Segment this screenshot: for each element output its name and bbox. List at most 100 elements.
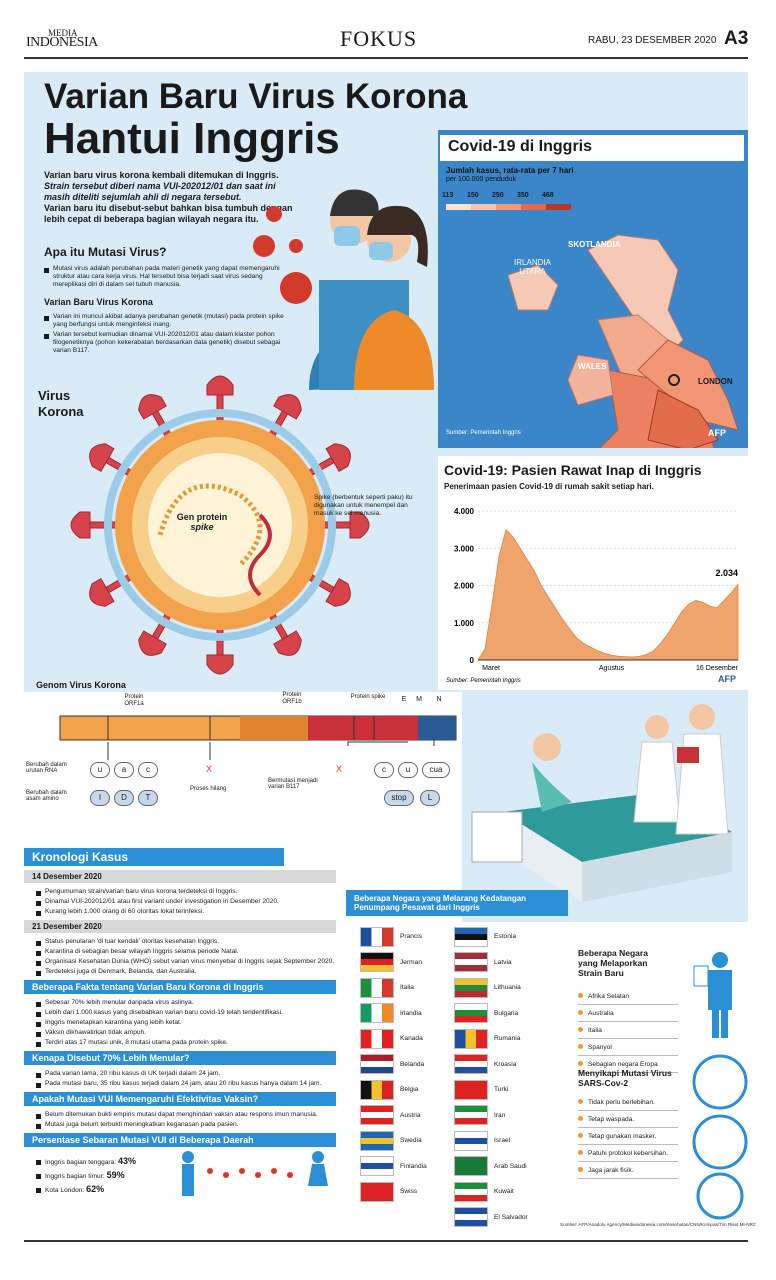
intro-text: Varian baru itu disebut-sebut bahkan bis… [44,203,293,224]
bullet: Mutasi juga belum terbukti meningkatkan … [36,1121,336,1129]
country: Arab Saudi [494,1162,527,1170]
flag [360,1105,394,1126]
spread-value: 43% [117,1156,136,1166]
bullet: Lebih dari 1.000 kasus yang disebabkan v… [36,1009,336,1017]
country-row: Austria [360,1103,452,1129]
flag [360,1054,394,1075]
source: Sumber: Pemerintah Inggris [446,430,521,436]
genome [59,715,457,760]
code-box: T [138,790,158,806]
flag [360,977,394,998]
bullet: Italia [578,1024,678,1039]
credit: AFP [708,428,726,438]
country-row: Israel [454,1128,564,1154]
intro: Varian baru virus korona kembali ditemuk… [44,170,294,225]
map-title: Covid-19 di Inggris [440,135,744,161]
country-row: Kroasia [454,1052,564,1078]
legend-swatch [521,204,546,210]
bullet: Karantina di sebagian besar wilayah Ingg… [36,948,336,956]
country-row: Kanada [360,1026,452,1052]
bullet: Terdeteksi juga di Denmark, Belanda, dan… [36,968,336,976]
bans-right: Estonia Latvia Lithuania Bulgaria Rumania Kro… [454,924,564,1230]
flag [360,1028,394,1049]
legend-swatch [496,204,521,210]
date-heading: 14 Desember 2020 [24,870,336,883]
rule [24,57,748,59]
mutated-label: Bermutasi menjadi varian B117 [268,778,318,790]
map-place: LONDON [698,377,733,386]
flag [454,1130,488,1151]
bullet-list: Pada varian lama, 20 ribu kasus di UK te… [24,1065,336,1088]
flag [360,1079,394,1100]
flag [454,1079,488,1100]
x-tick-label: 16 Desember [696,665,739,672]
country: Israel [494,1137,511,1145]
bullet: Pengumuman strain/varian baru virus koro… [36,888,336,896]
flag [360,1181,394,1202]
flag [360,1130,394,1151]
country: Iran [494,1111,506,1119]
amino-label: Berubah dalam asam amino [26,790,67,802]
y-tick-label: 3.000 [454,544,475,553]
country: Belgia [400,1086,419,1094]
spike-note: Spike (berbentuk seperti paku) itu digun… [314,494,413,517]
country-row: Lithuania [454,975,564,1001]
page-number: A3 [724,28,749,49]
map-place: SKOTLANDIA [568,240,621,249]
intro-text: Varian baru virus korona kembali ditemuk… [44,170,279,180]
y-tick-label: 4.000 [454,507,475,516]
bullet: Kurang lebih 1.000 orang di 60 otoritas … [36,908,336,916]
flag [454,1181,488,1202]
bullet: Status penularan 'di luar kendali' otori… [36,938,336,946]
country: Kuwait [494,1188,514,1196]
country-row: Belgia [360,1077,452,1103]
bullet: Jaga jarak fisik. [578,1164,678,1179]
title: Hantui Inggris [44,114,340,163]
response-list: Tidak perlu berlebihan. Tetap waspada. Tet… [578,1094,678,1181]
intro-text: Strain tersebut diberi nama VUI-202012/0… [44,181,276,202]
country-row: El Salvador [454,1205,564,1231]
flag [360,952,394,973]
legend-label: 150 [467,192,479,199]
spread-item: Kota London: 62% [36,1185,174,1195]
x-tick-label: Agustus [599,665,625,672]
logo: MEDIA INDONESIA [26,28,98,50]
chart-subtitle: Penerimaan pasien Covid-19 di rumah saki… [444,482,654,491]
country-row: Jerman [360,950,452,976]
spread-label: Kota London: [45,1187,85,1194]
bullet: Terdiri atas 17 mutasi unik, 8 mutasi ut… [36,1039,336,1047]
lost-label: Proses hilang [190,786,227,792]
bans-left: Prancis Jerman Italia Irlandia Kanada Belanda… [360,924,452,1205]
country: Italia [400,984,414,992]
country: Jerman [400,958,422,966]
credit: AFP [718,674,736,684]
flag [454,952,488,973]
country: Lithuania [494,984,521,992]
heading: Varian Baru Virus Korona [44,297,153,307]
bullet: Sebagian negara Eropa [578,1058,678,1073]
rule [24,1240,748,1242]
country: Rumania [494,1035,521,1043]
footer-source: Sumber: AFP/Anadolu Agency/Mediaindonesi… [560,1222,757,1227]
reporting-title: Beberapa Negara yang Melaporkan Strain B… [578,948,648,978]
country: Swiss [400,1188,418,1196]
country-row: Finlandia [360,1154,452,1180]
virus-label: Virus Korona [38,388,84,419]
bullet-list: Status penularan 'di luar kendali' otori… [24,933,336,976]
x-tick-label: Maret [482,665,500,672]
protein-label: Protein ORF1a [124,694,144,707]
bullet: Tidak perlu berlebihan. [578,1096,678,1111]
map-place: WALES [578,362,607,371]
country: Swedia [400,1137,422,1145]
country-row: Swiss [360,1179,452,1205]
legend-label: 350 [517,192,529,199]
y-tick-label: 1.000 [454,619,475,628]
heading: Apa itu Mutasi Virus? [44,245,167,259]
country-row: Irlandia [360,1001,452,1027]
y-tick-label: 0 [470,656,475,665]
code-box: stop [384,790,414,806]
flag [360,1156,394,1177]
illustration [70,189,434,675]
code-box: c [374,762,394,778]
protein-label: Protein spike [350,694,386,700]
